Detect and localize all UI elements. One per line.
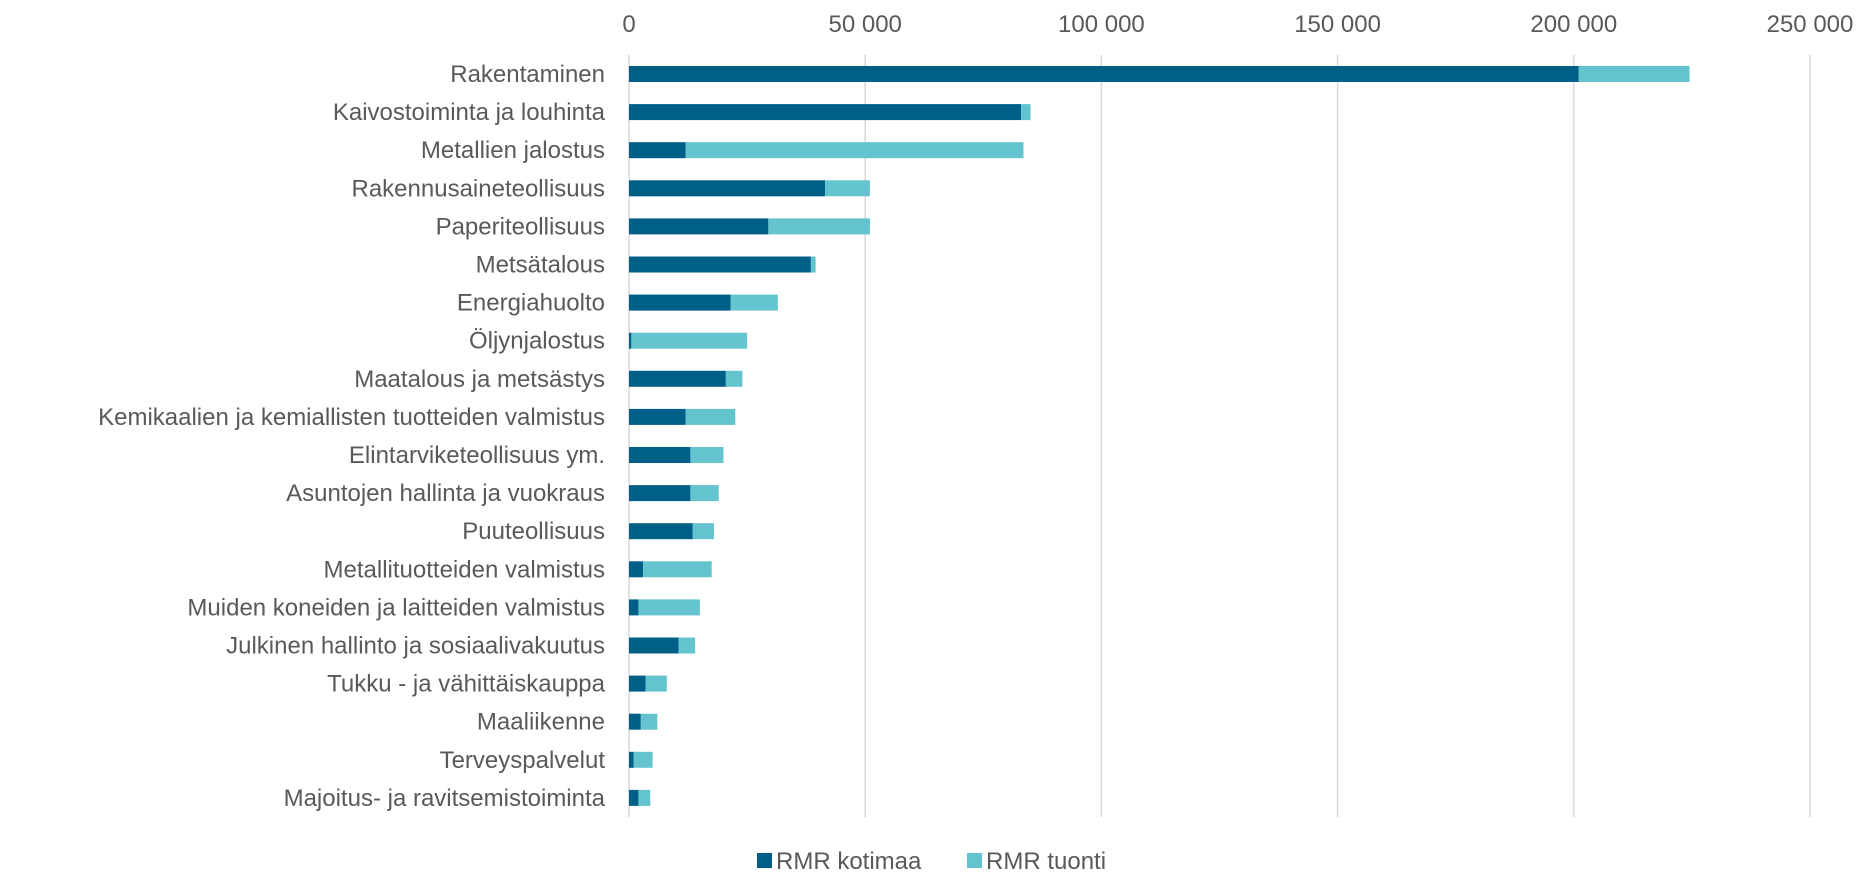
category-label: Tukku - ja vähittäiskauppa: [327, 671, 606, 698]
legend-label: RMR kotimaa: [776, 848, 922, 875]
x-tick-label: 200 000: [1530, 11, 1617, 38]
category-label: Metallituotteiden valmistus: [324, 556, 605, 583]
category-label: Öljynjalostus: [469, 328, 605, 355]
bar-tuonti: [811, 257, 816, 273]
bar-tuonti: [631, 333, 747, 349]
bar-kotimaa: [629, 409, 686, 425]
legend-swatch: [757, 853, 772, 868]
category-label: Majoitus- ja ravitsemistoiminta: [284, 785, 606, 812]
bar-tuonti: [693, 523, 714, 539]
bar-kotimaa: [629, 295, 731, 311]
bar-kotimaa: [629, 180, 825, 196]
bar-kotimaa: [629, 333, 631, 349]
category-label: Terveyspalvelut: [440, 747, 606, 774]
bar-tuonti: [641, 714, 658, 730]
bar-tuonti: [825, 180, 870, 196]
bar-tuonti: [768, 218, 870, 234]
category-label: Metsätalous: [476, 252, 605, 279]
category-label: Kaivostoiminta ja louhinta: [333, 99, 606, 126]
category-label: Elintarviketeollisuus ym.: [349, 442, 605, 469]
bar-kotimaa: [629, 752, 634, 768]
legend-swatch: [967, 853, 982, 868]
bar-kotimaa: [629, 523, 693, 539]
category-label: Maaliikenne: [477, 709, 605, 736]
bar-kotimaa: [629, 790, 638, 806]
x-tick-label: 100 000: [1058, 11, 1145, 38]
bar-kotimaa: [629, 638, 679, 654]
bar-tuonti: [1021, 104, 1030, 120]
bar-tuonti: [686, 142, 1024, 158]
bar-tuonti: [679, 638, 696, 654]
x-tick-label: 250 000: [1767, 11, 1854, 38]
category-label: Rakentaminen: [450, 61, 605, 88]
category-label: Puuteollisuus: [462, 518, 605, 545]
bar-kotimaa: [629, 218, 768, 234]
bar-kotimaa: [629, 561, 643, 577]
bar-kotimaa: [629, 66, 1579, 82]
bar-kotimaa: [629, 447, 690, 463]
bars: [629, 66, 1690, 806]
x-tick-label: 0: [622, 11, 635, 38]
bar-kotimaa: [629, 485, 690, 501]
bar-kotimaa: [629, 714, 641, 730]
category-labels: Rakentaminen Kaivostoiminta ja louhinta Me…: [98, 61, 606, 812]
x-tick-label: 150 000: [1294, 11, 1381, 38]
category-label: Paperiteollisuus: [436, 213, 605, 240]
bar-kotimaa: [629, 142, 686, 158]
bar-tuonti: [686, 409, 736, 425]
legend-label: RMR tuonti: [986, 848, 1106, 875]
bar-tuonti: [634, 752, 653, 768]
category-label: Maatalous ja metsästys: [354, 366, 605, 393]
gridlines: [629, 55, 1810, 817]
x-tick-label: 50 000: [828, 11, 901, 38]
bar-kotimaa: [629, 104, 1021, 120]
category-label: Metallien jalostus: [421, 137, 605, 164]
category-label: Rakennusaineteollisuus: [352, 175, 606, 202]
bar-kotimaa: [629, 676, 646, 692]
bar-tuonti: [638, 790, 650, 806]
bar-tuonti: [726, 371, 743, 387]
category-label: Muiden koneiden ja laitteiden valmistus: [187, 594, 605, 621]
bar-tuonti: [690, 447, 723, 463]
bar-tuonti: [731, 295, 778, 311]
bar-kotimaa: [629, 599, 638, 615]
bar-tuonti: [638, 599, 699, 615]
bar-kotimaa: [629, 371, 726, 387]
bar-tuonti: [1579, 66, 1690, 82]
bar-kotimaa: [629, 257, 811, 273]
bar-tuonti: [690, 485, 718, 501]
category-label: Asuntojen hallinta ja vuokraus: [286, 480, 605, 507]
legend: RMR kotimaa RMR tuonti: [757, 848, 1106, 875]
category-label: Energiahuolto: [457, 290, 605, 317]
bar-tuonti: [646, 676, 667, 692]
category-label: Julkinen hallinto ja sosiaalivakuutus: [226, 633, 605, 660]
category-label: Kemikaalien ja kemiallisten tuotteiden v…: [98, 404, 605, 431]
x-axis-ticks: 0 50 000 100 000 150 000 200 000 250 000: [622, 11, 1853, 38]
bar-tuonti: [643, 561, 711, 577]
